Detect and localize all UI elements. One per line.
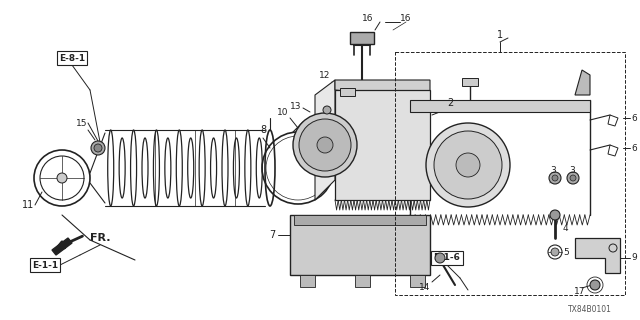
Text: 17: 17 [574, 287, 586, 297]
Text: FR.: FR. [90, 233, 111, 243]
Text: 14: 14 [419, 284, 431, 292]
Circle shape [434, 131, 502, 199]
Text: 16: 16 [400, 13, 412, 22]
Circle shape [94, 144, 102, 152]
Circle shape [57, 173, 67, 183]
Bar [300, 275, 315, 287]
Text: B-1-6: B-1-6 [433, 253, 460, 262]
Text: 6: 6 [631, 114, 637, 123]
Text: 3: 3 [569, 165, 575, 174]
Circle shape [426, 123, 510, 207]
Text: 8: 8 [260, 125, 266, 135]
Bar [350, 32, 374, 44]
Text: 13: 13 [291, 101, 301, 110]
Circle shape [323, 106, 331, 114]
Text: 6: 6 [631, 143, 637, 153]
Polygon shape [335, 80, 430, 100]
Bar [340, 88, 355, 96]
Polygon shape [52, 238, 72, 255]
Circle shape [570, 175, 576, 181]
Bar [294, 215, 426, 225]
Bar [410, 275, 425, 287]
Circle shape [293, 113, 357, 177]
Polygon shape [410, 100, 590, 112]
Text: 9: 9 [631, 253, 637, 262]
Text: 16: 16 [362, 13, 374, 22]
Polygon shape [315, 80, 335, 200]
Circle shape [590, 280, 600, 290]
Text: 7: 7 [269, 230, 275, 240]
Circle shape [567, 172, 579, 184]
Text: 3: 3 [550, 165, 556, 174]
Circle shape [552, 175, 558, 181]
Circle shape [435, 253, 445, 263]
Bar [335, 90, 430, 200]
Bar [355, 275, 370, 287]
Text: 5: 5 [563, 247, 569, 257]
Bar [290, 215, 430, 275]
Polygon shape [575, 70, 590, 95]
Text: 12: 12 [319, 70, 331, 79]
Circle shape [551, 248, 559, 256]
Text: 15: 15 [76, 118, 88, 127]
Text: 10: 10 [277, 108, 289, 116]
Bar [462, 78, 478, 86]
Circle shape [456, 153, 480, 177]
Circle shape [549, 172, 561, 184]
Circle shape [317, 137, 333, 153]
Circle shape [91, 141, 105, 155]
Text: E-1-1: E-1-1 [32, 260, 58, 269]
Text: 4: 4 [562, 223, 568, 233]
Polygon shape [575, 238, 620, 273]
Text: 2: 2 [447, 98, 453, 108]
Circle shape [550, 210, 560, 220]
Text: 11: 11 [22, 200, 34, 210]
Bar [395, 52, 625, 295]
Text: E-8-1: E-8-1 [59, 53, 85, 62]
Text: TX84B0101: TX84B0101 [568, 306, 612, 315]
Text: 1: 1 [497, 30, 503, 40]
Circle shape [299, 119, 351, 171]
